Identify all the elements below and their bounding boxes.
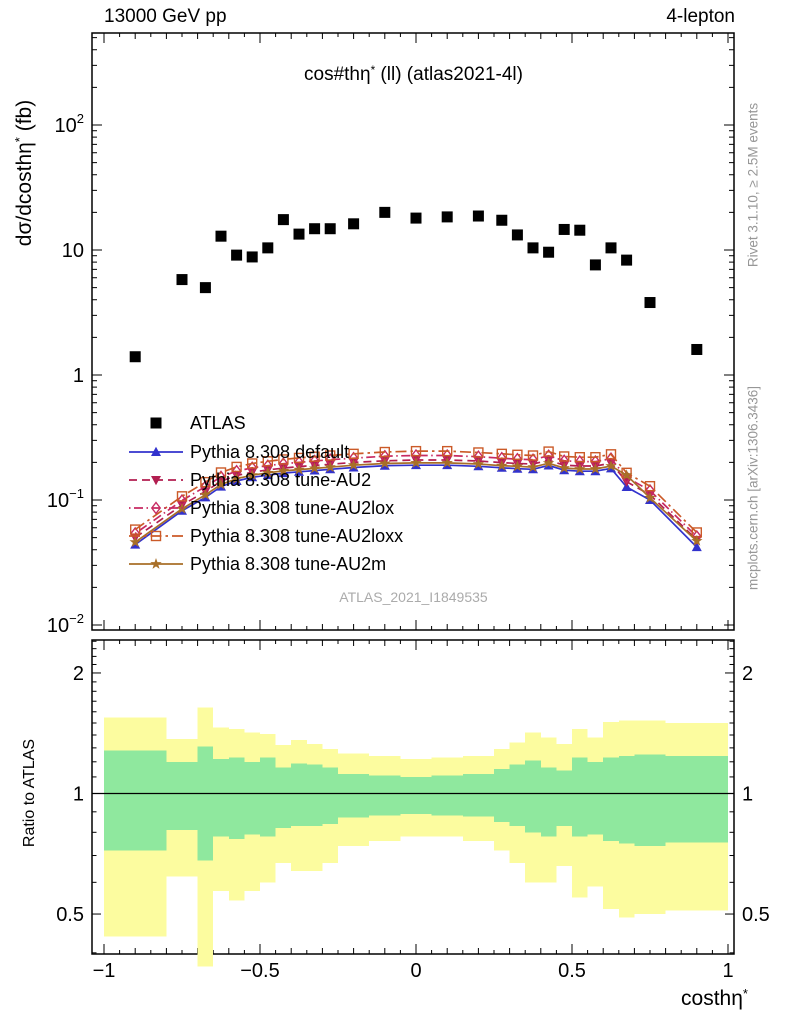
analysis-id-watermark: ATLAS_2021_I1849535 xyxy=(339,589,488,605)
legend-label: ATLAS xyxy=(190,413,246,433)
x-tick-label: 0 xyxy=(410,960,421,982)
brown-star-line-icon xyxy=(129,558,183,569)
data-stat-uncertainty-band xyxy=(291,763,307,826)
data-stat-uncertainty-band xyxy=(306,764,323,826)
axis-ticks xyxy=(92,33,734,954)
data-stat-uncertainty-band xyxy=(400,776,432,814)
legend-label: Pythia 8.308 tune-AU2m xyxy=(190,554,387,574)
legend-item-pythia-au2m: Pythia 8.308 tune-AU2m xyxy=(128,553,386,575)
legend-label: Pythia 8.308 default xyxy=(190,442,350,462)
rivet-version-credit: Rivet 3.1.10, ≥ 2.5M events xyxy=(745,102,761,268)
data-stat-uncertainty-band xyxy=(244,761,260,835)
data-stat-uncertainty-band xyxy=(104,750,167,851)
data-stat-uncertainty-band xyxy=(587,761,604,835)
magenta-dashed-line-icon xyxy=(129,476,183,486)
panel-frames xyxy=(91,32,735,955)
y-tick-label: 10−2 xyxy=(47,611,84,637)
legend-item-pythia-au2lox: Pythia 8.308 tune-AU2lox xyxy=(128,497,394,519)
ratio-tick-label-left: 2 xyxy=(73,663,84,685)
legend-item-pythia-default: Pythia 8.308 default xyxy=(128,441,349,463)
data-stat-uncertainty-band xyxy=(431,775,463,816)
data-stat-uncertainty-band xyxy=(228,757,245,839)
ratio-uncertainty-bands xyxy=(104,707,728,967)
ratio-y-axis-title: Ratio to ATLAS xyxy=(21,738,38,848)
ratio-tick-label-right: 0.5 xyxy=(742,904,770,926)
data-stat-uncertainty-band xyxy=(509,764,526,826)
data-stat-uncertainty-band xyxy=(462,773,494,817)
y-tick-label: 10 xyxy=(62,240,84,262)
ratio-tick-label-left: 0.5 xyxy=(56,904,84,926)
plot-title-main: cos#thη xyxy=(304,64,371,85)
data-stat-uncertainty-band xyxy=(260,757,276,837)
curve-pythia-8-308-tune-au2m xyxy=(129,456,703,547)
curve-pythia-8-308-tune-au2loxx xyxy=(129,445,702,538)
data-stat-uncertainty-band xyxy=(665,756,728,843)
data-stat-uncertainty-band xyxy=(322,767,338,824)
data-stat-uncertainty-band xyxy=(603,757,619,842)
legend-label: Pythia 8.308 tune-AU2lox xyxy=(190,498,395,518)
data-stat-uncertainty-band xyxy=(572,757,588,837)
x-tick-label: −0.5 xyxy=(240,960,279,982)
legend-item-pythia-au2: Pythia 8.308 tune-AU2 xyxy=(128,469,371,491)
atlas-data-points xyxy=(129,206,703,363)
orange-open-square-line-icon xyxy=(129,530,183,542)
ratio-tick-label-right: 2 xyxy=(742,663,753,685)
axis-tick-labels: 102 10 1 10−1 10−2 −1 −0.5 0 0.5 1 2 2 1 1 0.5 0.5 xyxy=(47,111,770,982)
y-tick-label: 1 xyxy=(73,365,84,387)
legend-item-pythia-au2loxx: Pythia 8.308 tune-AU2loxx xyxy=(128,525,403,547)
data-stat-uncertainty-band xyxy=(634,754,666,846)
data-stat-uncertainty-band xyxy=(494,769,510,822)
legend-label: Pythia 8.308 tune-AU2loxx xyxy=(190,526,404,546)
data-stat-uncertainty-band xyxy=(166,761,198,831)
x-tick-label: −1 xyxy=(93,960,116,982)
x-tick-label: 1 xyxy=(722,960,733,982)
data-stat-uncertainty-band xyxy=(197,746,214,861)
legend-label: Pythia 8.308 tune-AU2 xyxy=(190,470,372,490)
y-tick-label: 10−1 xyxy=(47,486,84,512)
header-analysis-group: 4-lepton xyxy=(666,6,735,27)
pink-dashdot-diamond-line-icon xyxy=(129,501,183,515)
x-axis-title: costhη* xyxy=(681,985,748,1010)
y-tick-label: 102 xyxy=(55,111,84,137)
data-stat-uncertainty-band xyxy=(540,767,557,837)
y-axis-title: dσ/dcosthη* (fb) xyxy=(11,99,36,247)
atlas-square-marker-icon xyxy=(150,417,162,429)
plot-title: cos#thη* (ll) (atlas2021-4l) xyxy=(92,64,735,86)
ratio-tick-label-right: 1 xyxy=(742,784,753,806)
legend-item-atlas: ATLAS xyxy=(128,412,246,434)
ratio-tick-label-left: 1 xyxy=(73,784,84,806)
data-stat-uncertainty-band xyxy=(275,767,292,829)
mcplots-credit: mcplots.cern.ch [arXiv:1306.3436] xyxy=(745,385,761,591)
header-beam-energy: 13000 GeV pp xyxy=(104,6,227,27)
data-stat-uncertainty-band xyxy=(369,775,401,816)
x-tick-label: 0.5 xyxy=(558,960,586,982)
plot-title-rest: (ll) (atlas2021-4l) xyxy=(375,64,523,85)
data-stat-uncertainty-band xyxy=(556,770,572,826)
data-stat-uncertainty-band xyxy=(213,758,229,837)
plot-title-superscript: * xyxy=(370,63,376,77)
data-stat-uncertainty-band xyxy=(338,773,370,818)
data-stat-uncertainty-band xyxy=(618,756,635,844)
blue-triangle-line-icon xyxy=(129,446,183,456)
data-stat-uncertainty-band xyxy=(525,760,541,833)
